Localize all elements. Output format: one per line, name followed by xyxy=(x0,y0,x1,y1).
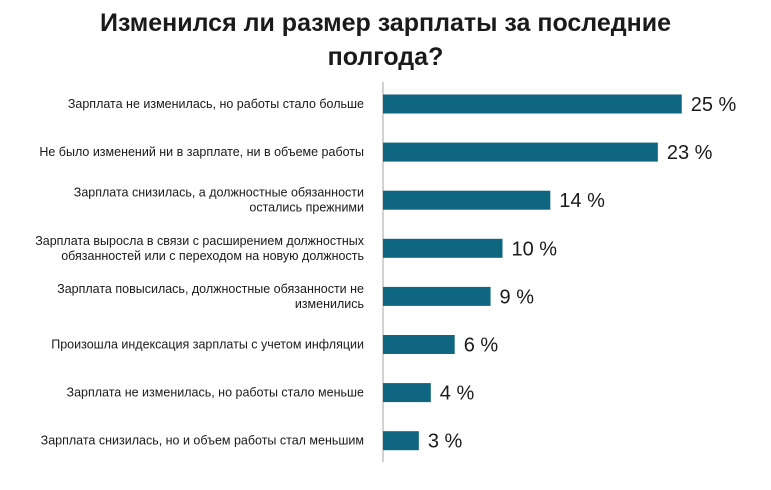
plot-area: 25 % Зарплата не изменилась, но работы ст… xyxy=(35,82,737,462)
chart-title-line-2: полгода? xyxy=(327,43,444,71)
bar-5 xyxy=(383,286,491,306)
bar-6 xyxy=(383,335,455,354)
value-label-4: 10 % xyxy=(512,238,558,260)
value-label-1: 25 % xyxy=(691,94,737,116)
bar-4 xyxy=(383,238,503,258)
value-label-3: 14 % xyxy=(559,190,605,212)
category-label-3: Зарплата снизилась, а должностные обязан… xyxy=(74,186,364,215)
value-label-7: 4 % xyxy=(440,383,475,405)
bar-1 xyxy=(383,94,682,114)
bar-8 xyxy=(383,431,419,451)
category-label-2: Не было изменений ни в зарплате, ни в об… xyxy=(39,145,364,159)
category-label-8: Зарплата снизилась, но и объем работы ст… xyxy=(41,434,364,448)
value-label-6: 6 % xyxy=(464,335,499,357)
category-label-4: Зарплата выросла в связи с расширением д… xyxy=(35,234,365,263)
value-label-8: 3 % xyxy=(428,431,463,453)
category-label-6: Произошла индексация зарплаты с учетом и… xyxy=(51,338,364,352)
chart-title-line-1: Изменился ли размер зарплаты за последни… xyxy=(99,9,671,37)
bar-7 xyxy=(383,383,431,403)
value-label-2: 23 % xyxy=(667,142,713,164)
category-label-7: Зарплата не изменилась, но работы стало … xyxy=(67,386,365,400)
category-label-1: Зарплата не изменилась, но работы стало … xyxy=(68,97,364,111)
chart-title: Изменился ли размер зарплаты за последни… xyxy=(60,6,711,74)
bar-2 xyxy=(383,142,658,162)
bar-3 xyxy=(383,190,551,210)
category-label-5: Зарплата повысилась, должностные обязанн… xyxy=(57,282,364,311)
value-label-5: 9 % xyxy=(500,286,535,308)
